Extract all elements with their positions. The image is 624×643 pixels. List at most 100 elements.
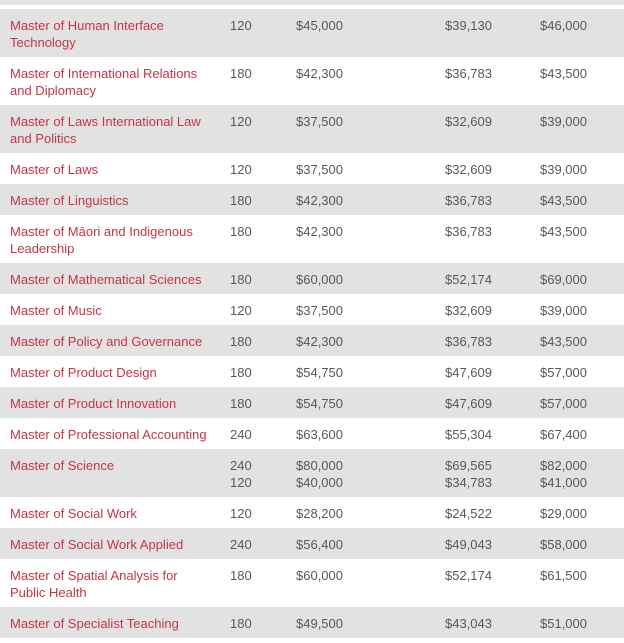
fee-a-cell: $54,750 — [296, 356, 445, 387]
fee-b-value: $43,043 — [445, 616, 492, 631]
program-link[interactable]: Master of Human Interface Technology — [10, 18, 164, 50]
fee-b-value: $36,783 — [445, 224, 492, 239]
fee-c-value: $39,000 — [540, 114, 587, 129]
fee-b-cell: $32,609 — [445, 105, 540, 136]
fee-a-cell: $80,000 $40,000 — [296, 449, 445, 497]
fee-a-value: $54,750 — [296, 365, 343, 380]
points-cell: 180 — [230, 263, 296, 294]
table-row: Master of Laws International Law and Pol… — [0, 105, 624, 153]
program-link[interactable]: Master of Specialist Teaching — [10, 616, 179, 631]
fee-b-value: $34,783 — [445, 475, 492, 490]
program-link[interactable]: Master of Spatial Analysis for Public He… — [10, 568, 178, 600]
program-link[interactable]: Master of Social Work — [10, 506, 137, 521]
fee-c-value: $58,000 — [540, 537, 587, 552]
fee-a-value: $80,000 — [296, 458, 343, 473]
fee-b-value: $47,609 — [445, 365, 492, 380]
fee-b-cell: $32,609 — [445, 294, 540, 325]
fee-c-cell: $39,000 — [540, 294, 624, 325]
program-link[interactable]: Master of Policy and Governance — [10, 334, 203, 349]
program-link[interactable]: Master of Product Design — [10, 365, 157, 380]
fee-b-value: $32,609 — [445, 114, 492, 129]
table-row: Master of Product Innovation 180 $54,750… — [0, 387, 624, 418]
fee-c-value: $57,000 — [540, 396, 587, 411]
points-cell: 180 — [230, 215, 296, 246]
points-cell: 120 — [230, 294, 296, 325]
table-row: Master of Professional Accounting 240 $6… — [0, 418, 624, 449]
points-cell: 180 — [230, 607, 296, 638]
fee-c-cell: $39,000 — [540, 153, 624, 184]
points-value: 180 — [230, 334, 252, 349]
fee-c-cell: $58,000 — [540, 528, 624, 559]
points-cell: 180 — [230, 325, 296, 356]
table-row: Master of Māori and Indigenous Leadershi… — [0, 215, 624, 263]
fee-c-cell: $82,000 $41,000 — [540, 449, 624, 497]
points-cell: 120 — [230, 105, 296, 136]
program-link[interactable]: Master of Product Innovation — [10, 396, 177, 411]
fee-b-cell: $69,565 $34,783 — [445, 449, 540, 497]
fee-a-cell: $37,500 — [296, 105, 445, 136]
fee-c-cell: $51,000 — [540, 607, 624, 638]
program-link[interactable]: Master of Professional Accounting — [10, 427, 207, 442]
program-cell: Master of Social Work Applied — [0, 528, 230, 559]
points-cell: 180 — [230, 356, 296, 387]
table-row: Master of Product Design 180 $54,750 $47… — [0, 356, 624, 387]
program-cell: Master of Professional Accounting — [0, 418, 230, 449]
fee-a-value: $42,300 — [296, 224, 343, 239]
fee-a-value: $42,300 — [296, 193, 343, 208]
program-cell: Master of International Relations and Di… — [0, 57, 230, 105]
fee-a-value: $54,750 — [296, 396, 343, 411]
fee-a-value: $49,500 — [296, 616, 343, 631]
fee-a-value: $60,000 — [296, 272, 343, 287]
points-value: 180 — [230, 365, 252, 380]
program-cell: Master of Māori and Indigenous Leadershi… — [0, 215, 230, 263]
program-link[interactable]: Master of Social Work Applied — [10, 537, 184, 552]
program-cell: Master of Laws International Law and Pol… — [0, 105, 230, 153]
fee-b-cell: $36,783 — [445, 57, 540, 88]
fee-c-value: $41,000 — [540, 475, 587, 490]
fee-c-value: $69,000 — [540, 272, 587, 287]
program-cell: Master of Product Design — [0, 356, 230, 387]
program-link[interactable]: Master of Māori and Indigenous Leadershi… — [10, 224, 193, 256]
fee-b-value: $24,522 — [445, 506, 492, 521]
points-cell: 180 — [230, 387, 296, 418]
fee-a-cell: $45,000 — [296, 9, 445, 40]
program-link[interactable]: Master of Mathematical Sciences — [10, 272, 202, 287]
fee-c-cell: $43,500 — [540, 184, 624, 215]
fee-b-value: $52,174 — [445, 568, 492, 583]
points-cell: 180 — [230, 184, 296, 215]
program-link[interactable]: Master of Music — [10, 303, 102, 318]
fee-c-cell: $67,400 — [540, 418, 624, 449]
program-link[interactable]: Master of Science — [10, 458, 115, 473]
fee-b-value: $36,783 — [445, 334, 492, 349]
points-value: 120 — [230, 303, 252, 318]
table-row: Master of Human Interface Technology 120… — [0, 9, 624, 57]
fee-c-value: $43,500 — [540, 193, 587, 208]
program-link[interactable]: Master of International Relations and Di… — [10, 66, 198, 98]
program-link[interactable]: Master of Laws — [10, 162, 99, 177]
fee-b-cell: $39,130 — [445, 9, 540, 40]
program-cell: Master of Laws — [0, 153, 230, 184]
fee-a-cell: $37,500 — [296, 294, 445, 325]
fee-a-value: $42,300 — [296, 334, 343, 349]
fee-c-value: $43,500 — [540, 334, 587, 349]
fee-c-value: $29,000 — [540, 506, 587, 521]
fee-a-cell: $42,300 — [296, 215, 445, 246]
fee-c-value: $46,000 — [540, 18, 587, 33]
points-value: 180 — [230, 66, 252, 81]
fee-c-value: $61,500 — [540, 568, 587, 583]
fee-b-cell: $52,174 — [445, 263, 540, 294]
program-cell: Master of Human Interface Technology — [0, 9, 230, 57]
fee-a-value: $37,500 — [296, 162, 343, 177]
fee-a-cell: $54,750 — [296, 387, 445, 418]
program-cell: Master of Social Work — [0, 497, 230, 528]
program-link[interactable]: Master of Linguistics — [10, 193, 129, 208]
fee-c-cell: $69,000 — [540, 263, 624, 294]
fee-c-cell: $43,500 — [540, 215, 624, 246]
program-link[interactable]: Master of Laws International Law and Pol… — [10, 114, 201, 146]
fee-b-cell: $49,043 — [445, 528, 540, 559]
table-row: Master of Social Work 120 $28,200 $24,52… — [0, 497, 624, 528]
fee-b-cell: $36,783 — [445, 215, 540, 246]
fee-a-value: $28,200 — [296, 506, 343, 521]
points-value: 180 — [230, 568, 252, 583]
